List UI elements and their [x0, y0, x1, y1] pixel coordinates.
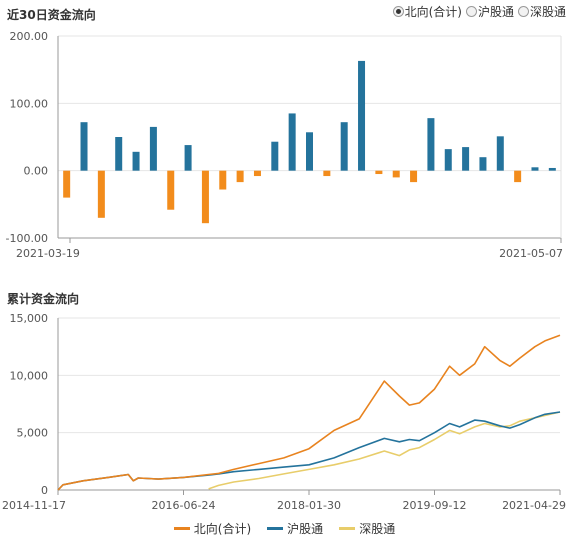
radio-sh-label: 沪股通 — [477, 5, 514, 19]
y-tick-label: -100.00 — [6, 232, 48, 245]
flow-bar — [167, 170, 175, 210]
legend-item-sh[interactable]: 沪股通 — [267, 520, 323, 537]
radio-sz[interactable]: 深股通 — [517, 3, 566, 20]
legend-swatch-north — [173, 527, 190, 530]
flow-bar — [201, 170, 209, 224]
flow-bar — [236, 170, 244, 183]
y-tick-label: 0.00 — [24, 165, 49, 178]
flow-bar — [340, 122, 348, 171]
x-start-label: 2021-03-19 — [16, 247, 80, 260]
flow-bar — [496, 136, 504, 171]
series-radio-group: 北向(合计) 沪股通 深股通 — [392, 3, 566, 20]
x-tick-label: 2018-01-30 — [277, 499, 341, 512]
sz-line — [208, 411, 561, 490]
flow-bar — [514, 170, 522, 183]
legend-swatch-sh — [267, 527, 284, 530]
flow-bar — [288, 113, 296, 171]
y-tick-label: 100.00 — [10, 97, 49, 110]
flow-bar — [80, 122, 88, 171]
flow-bar — [115, 137, 123, 171]
y-tick-label: 5,000 — [17, 427, 49, 440]
flow-bar — [271, 141, 279, 171]
y-tick-label: 0 — [41, 484, 48, 497]
legend-item-sz[interactable]: 深股通 — [339, 520, 395, 537]
x-end-label: 2021-05-07 — [499, 247, 563, 260]
flow-bar — [531, 167, 539, 171]
legend-label-sh: 沪股通 — [287, 522, 324, 536]
flow-bar — [306, 132, 313, 171]
flow-bar — [358, 60, 366, 171]
radio-sz-label: 深股通 — [529, 5, 566, 19]
flow-bar — [392, 170, 400, 178]
flow-bar — [375, 170, 383, 175]
flow-bar — [444, 149, 452, 171]
radio-icon[interactable] — [517, 6, 529, 17]
flow-bar — [427, 118, 435, 171]
flow-bar — [323, 170, 331, 177]
radio-icon[interactable] — [465, 6, 477, 17]
flow-bar — [548, 167, 556, 171]
top-chart-title: 近30日资金流向 — [7, 8, 96, 22]
flow-bar — [219, 170, 227, 190]
x-tick-label: 2019-09-12 — [403, 499, 467, 512]
radio-north-label: 北向(合计) — [404, 5, 462, 19]
north-line — [57, 334, 561, 491]
daily-flow-bar-chart: 200.00 100.00 0.00 -100.00 2021-03-19 2021-05… — [6, 30, 563, 260]
flow-bar — [149, 126, 157, 171]
cumulative-flow-line-chart: 15,000 10,000 5,000 0 2014-11-17 2016-06-24 20… — [2, 312, 566, 512]
flow-bar — [253, 170, 261, 177]
flow-bar — [184, 145, 192, 171]
radio-icon[interactable] — [392, 6, 404, 17]
legend-label-north: 北向(合计) — [193, 522, 252, 536]
flow-bar — [132, 151, 140, 171]
chart-legend: 北向(合计) 沪股通 深股通 — [0, 520, 569, 537]
legend-swatch-sz — [339, 527, 356, 530]
flow-bar — [97, 170, 105, 218]
x-tick-label: 2016-06-24 — [152, 499, 216, 512]
legend-item-north[interactable]: 北向(合计) — [173, 520, 252, 537]
flow-bar — [462, 147, 470, 171]
y-tick-label: 10,000 — [10, 369, 49, 382]
radio-north[interactable]: 北向(合计) — [392, 3, 462, 20]
flow-bar — [63, 170, 71, 198]
radio-sh[interactable]: 沪股通 — [465, 3, 514, 20]
flow-bar — [410, 170, 418, 183]
legend-label-sz: 深股通 — [359, 522, 396, 536]
bottom-chart-title: 累计资金流向 — [7, 292, 80, 306]
flow-bar — [479, 157, 487, 171]
x-tick-label: 2021-04-29 — [502, 499, 566, 512]
y-tick-label: 200.00 — [10, 30, 49, 43]
x-tick-label: 2014-11-17 — [2, 499, 66, 512]
y-tick-label: 15,000 — [10, 312, 49, 325]
